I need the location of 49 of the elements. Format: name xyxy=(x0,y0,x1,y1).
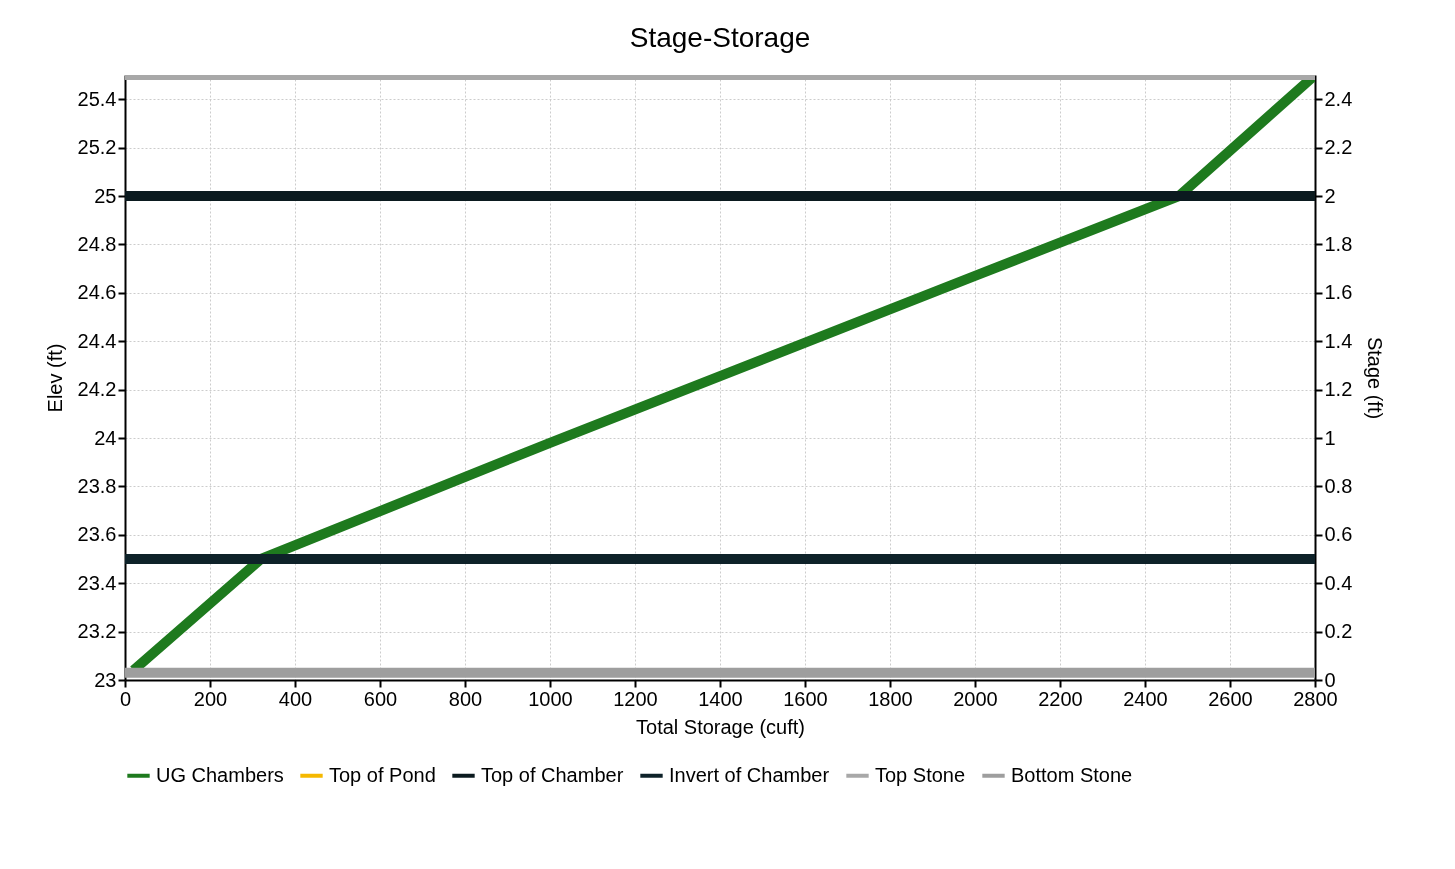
y-tick-label: 23.6 xyxy=(77,523,117,546)
x-tick-label: 800 xyxy=(448,687,483,710)
legend-label: UG Chambers xyxy=(156,763,284,786)
x-tick-label: 1600 xyxy=(783,687,828,710)
x-tick-label: 2600 xyxy=(1208,687,1253,710)
y-tick-label: 25.2 xyxy=(77,136,117,159)
x-tick-label: 2200 xyxy=(1038,687,1083,710)
x-tick-label: 2400 xyxy=(1123,687,1168,710)
y2-tick-label: 1.8 xyxy=(1324,232,1353,255)
y2-tick-label: 0.6 xyxy=(1324,523,1353,546)
y2-tick-label: 1.6 xyxy=(1324,281,1353,304)
y-tick-label: 24.4 xyxy=(77,329,117,352)
x-tick-label: 200 xyxy=(193,687,228,710)
y-tick-label: 24 xyxy=(94,426,117,449)
y-tick-label: 25 xyxy=(94,184,117,207)
y2-axis-title: Stage (ft) xyxy=(1364,336,1387,420)
x-tick-label: 1200 xyxy=(613,687,658,710)
legend-label: Invert of Chamber xyxy=(669,763,830,786)
legend-label: Top of Chamber xyxy=(481,763,624,786)
y-tick-label: 24.6 xyxy=(77,281,117,304)
y2-tick-label: 2.2 xyxy=(1324,136,1353,159)
y-axis-title: Elev (ft) xyxy=(43,343,66,413)
chart-title: Stage-Storage xyxy=(629,22,811,53)
x-tick-label: 1400 xyxy=(698,687,743,710)
y2-tick-label: 1.2 xyxy=(1324,378,1353,401)
y-tick-label: 23.4 xyxy=(77,571,117,594)
y2-tick-label: 0.8 xyxy=(1324,474,1353,497)
legend-label: Top of Pond xyxy=(329,763,436,786)
y-tick-label: 23.2 xyxy=(77,620,117,643)
y2-tick-label: 1 xyxy=(1324,426,1336,449)
x-axis-title: Total Storage (cuft) xyxy=(636,715,805,738)
x-tick-label: 1000 xyxy=(528,687,573,710)
y-tick-label: 23.8 xyxy=(77,474,117,497)
y-tick-label: 24.8 xyxy=(77,232,117,255)
x-tick-label: 0 xyxy=(119,687,132,710)
x-tick-label: 1800 xyxy=(868,687,913,710)
y2-tick-label: 2 xyxy=(1324,184,1336,207)
y2-tick-label: 0.2 xyxy=(1324,620,1353,643)
x-tick-label: 600 xyxy=(363,687,398,710)
y2-tick-label: 1.4 xyxy=(1324,329,1353,352)
x-tick-label: 2000 xyxy=(953,687,998,710)
x-tick-label: 400 xyxy=(278,687,313,710)
y2-tick-label: 2.4 xyxy=(1324,87,1353,110)
legend-label: Bottom Stone xyxy=(1011,763,1133,786)
y2-tick-label: 0.4 xyxy=(1324,571,1353,594)
y-tick-label: 23 xyxy=(94,668,117,691)
legend-label: Top Stone xyxy=(875,763,966,786)
y-tick-label: 24.2 xyxy=(77,378,117,401)
y-tick-label: 25.4 xyxy=(77,87,117,110)
